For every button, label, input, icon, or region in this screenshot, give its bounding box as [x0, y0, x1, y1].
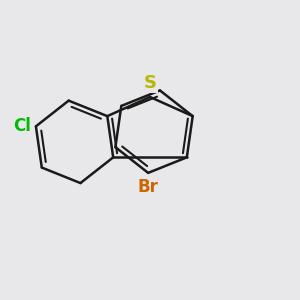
Text: Cl: Cl: [13, 117, 31, 135]
Text: Br: Br: [138, 178, 159, 196]
Text: S: S: [143, 74, 157, 92]
